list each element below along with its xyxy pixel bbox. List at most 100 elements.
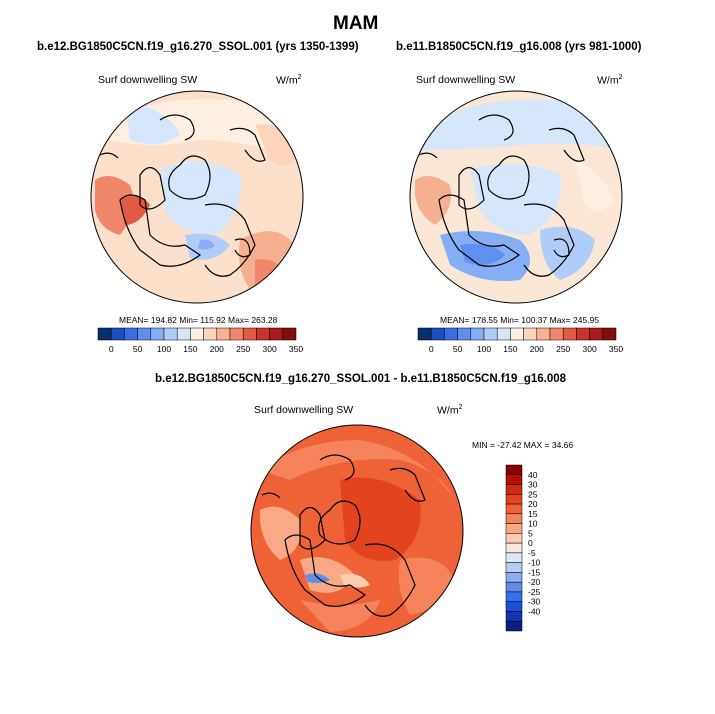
figure-title: MAM	[333, 13, 379, 34]
panel2-colorbar-swatch	[602, 327, 617, 341]
panel2-map	[410, 91, 622, 303]
panel3-colorbar-swatch	[505, 611, 523, 622]
panel1-colorbar-tick-label: 0	[109, 344, 114, 354]
panel2-colorbar-tick-label: 150	[503, 344, 517, 354]
panel2-colorbar-swatch	[549, 327, 564, 341]
panel3-colorbar-tick-label: -15	[528, 567, 541, 577]
panel1-map-border	[90, 90, 304, 304]
panel1-colorbar-tick-label: 200	[210, 344, 224, 354]
panel3-colorbar-swatch	[505, 601, 523, 612]
panel2-colorbar-tick-label: 200	[530, 344, 544, 354]
panel3-colorbar-tick-label: -40	[528, 606, 541, 616]
panel3-colorbar-swatch	[505, 581, 523, 593]
panel1-colorbar-swatch	[190, 327, 204, 341]
panel2-colorbar-tick-label: 300	[583, 344, 597, 354]
panel3-colorbar-tick-label: 5	[528, 528, 533, 538]
panel1-colorbar-swatch	[137, 327, 152, 341]
panel1-colorbar-swatch	[150, 327, 165, 341]
panel2-map-border	[409, 90, 623, 304]
panel3-colorbar-swatch	[505, 572, 523, 583]
panel2-title: b.e11.B1850C5CN.f19_g16.008 (yrs 981-100…	[396, 41, 642, 53]
panel1-colorbar-tick-label: 100	[157, 344, 171, 354]
panel2-colorbar-tick-label: 0	[429, 344, 434, 354]
panel3-colorbar-swatch	[505, 474, 523, 485]
panel3-colorbar-tick-label: 15	[528, 509, 538, 519]
panel3-colorbar-swatch	[505, 533, 523, 544]
panel3-stats: MIN = -27.42 MAX = 34.66	[472, 440, 574, 450]
panel1-colorbar-swatch	[97, 327, 112, 341]
panel3-colorbar-swatch	[505, 552, 523, 563]
panel1-colorbar-swatch	[229, 327, 244, 341]
panel3-colorbar-swatch	[505, 494, 523, 505]
panel2-variable-label: Surf downwelling SW	[416, 74, 516, 86]
panel3-colorbar-tick-label: 25	[528, 489, 538, 499]
panel3-units-label: W/m2	[437, 404, 463, 417]
panel3-title: b.e12.BG1850C5CN.f19_g16.270_SSOL.001 - …	[155, 373, 567, 385]
panel3-colorbar-swatch	[505, 513, 523, 524]
panel2-colorbar-tick-label: 50	[453, 344, 463, 354]
panel3-colorbar-swatch	[505, 591, 523, 602]
panel2-colorbar-tick-label: 250	[556, 344, 570, 354]
panel3-colorbar-swatch	[505, 464, 523, 476]
panel1-colorbar-tick-label: 50	[133, 344, 143, 354]
panel2-coastlines	[418, 114, 585, 277]
panel3-coastlines	[261, 454, 426, 617]
panel1-colorbar-swatch	[110, 327, 125, 341]
panel2-colorbar-swatch	[470, 327, 485, 341]
panel3-colorbar-tick-label: -10	[528, 558, 541, 568]
panel3-colorbar-swatch	[505, 620, 523, 632]
panel1-colorbar-swatch	[269, 327, 284, 341]
panel1-colorbar-swatch	[216, 327, 231, 341]
panel1-colorbar-swatch	[256, 327, 270, 341]
panel3-colorbar-tick-label: -20	[528, 577, 541, 587]
panel1-coastlines	[99, 114, 266, 277]
panel2-colorbar-swatch	[576, 327, 590, 341]
panel1-stats: MEAN= 194.82 Min= 115.92 Max= 263.28	[119, 315, 278, 325]
panel2-colorbar-swatch	[417, 327, 432, 341]
colorbars: 0 50 100 150 200 250 300 350 0 50 100 150 200 250 300 3…	[97, 327, 623, 632]
panel1-colorbar-swatch	[242, 327, 257, 341]
panel3-colorbar-swatch	[505, 503, 523, 515]
panel1-colorbar-swatch	[282, 327, 297, 341]
panel2-colorbar-tick-label: 350	[609, 344, 623, 354]
panel3-colorbar-tick-label: -30	[528, 597, 541, 607]
panel1-variable-label: Surf downwelling SW	[98, 74, 198, 86]
panel1-map	[91, 91, 303, 303]
panel2-colorbar-swatch	[536, 327, 551, 341]
panel2-colorbar-swatch	[430, 327, 445, 341]
panel3-colorbar-tick-label: -25	[528, 587, 541, 597]
panel1-colorbar-tick-label: 300	[263, 344, 277, 354]
panel1-units-label: W/m2	[276, 74, 302, 87]
panel3-colorbar-tick-label: 30	[528, 480, 538, 490]
panel2-colorbar-swatch	[589, 327, 604, 341]
panel3-map-border	[250, 424, 464, 638]
panel2-colorbar-tick-label: 100	[477, 344, 491, 354]
panel2-units-label: W/m2	[597, 74, 623, 87]
panel1-colorbar-swatch	[203, 327, 218, 341]
panel1-title: b.e12.BG1850C5CN.f19_g16.270_SSOL.001 (y…	[37, 41, 359, 53]
panel2-colorbar-swatch	[523, 327, 538, 341]
panel2-colorbar-swatch	[483, 327, 498, 341]
panel2-colorbar-swatch	[562, 327, 577, 341]
panel3-colorbar-swatch	[505, 484, 523, 495]
panel1-colorbar-swatch	[163, 327, 178, 341]
panel1-colorbar-tick-label: 150	[183, 344, 197, 354]
panel3-colorbar-swatch	[505, 523, 523, 534]
panel3-colorbar-tick-label: 20	[528, 499, 538, 509]
panel1-colorbar-tick-label: 350	[289, 344, 303, 354]
panel3-map	[251, 425, 463, 637]
panel2-stats: MEAN= 178.55 Min= 100.37 Max= 245.95	[440, 315, 600, 325]
panel1-colorbar-swatch	[124, 327, 138, 341]
panel1-colorbar-tick-label: 250	[236, 344, 250, 354]
panel2-colorbar-swatch	[457, 327, 472, 341]
panel3-colorbar-tick-label: 10	[528, 519, 538, 529]
panel2-colorbar-swatch	[444, 327, 458, 341]
panel3-variable-label: Surf downwelling SW	[254, 404, 354, 416]
panel2-colorbar-swatch	[510, 327, 524, 341]
panel3-colorbar-tick-label: 0	[528, 538, 533, 548]
panel2-colorbar-swatch	[496, 327, 511, 341]
panel1-colorbar-swatch	[176, 327, 191, 341]
panel3-colorbar-tick-label: -5	[528, 548, 536, 558]
panel3-colorbar-tick-label: 40	[528, 470, 538, 480]
